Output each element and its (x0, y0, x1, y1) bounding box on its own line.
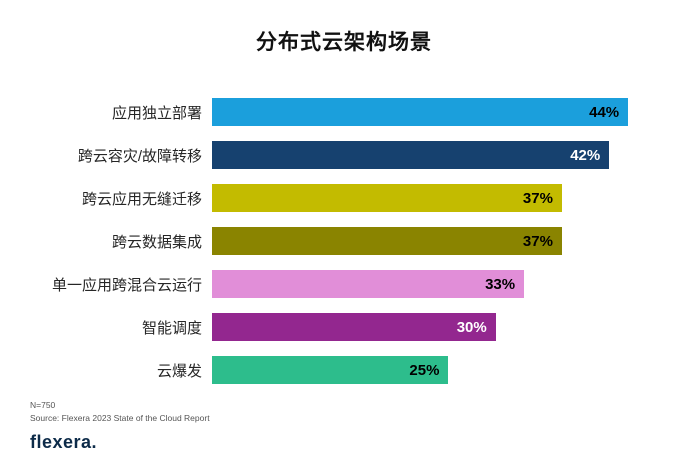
category-label: 跨云应用无缝迁移 (81, 190, 202, 208)
category-label: 单一应用跨混合云运行 (51, 276, 202, 294)
category-label: 跨云容灾/故障转移 (77, 147, 202, 165)
category-label: 跨云数据集成 (111, 233, 202, 251)
bar: 42% (212, 141, 610, 169)
chart-title: 分布式云架构场景 (256, 31, 432, 54)
bar-track: 25% (212, 356, 666, 384)
category-label: 云爆发 (156, 362, 202, 380)
category-label: 应用独立部署 (111, 104, 202, 122)
flexera-logo: flexera. (30, 432, 98, 452)
bar-value-label: 25% (409, 361, 440, 379)
source-note: Source: Flexera 2023 State of the Cloud … (30, 412, 210, 423)
bar-row: 单一应用跨混合云运行 33% (26, 270, 666, 298)
bar-row: 跨云应用无缝迁移 37% (26, 184, 666, 212)
bar: 37% (212, 184, 562, 212)
bar-row: 跨云容灾/故障转移 42% (26, 141, 666, 169)
bar: 30% (212, 313, 496, 341)
bar-value-label: 44% (589, 103, 620, 121)
bar-track: 42% (212, 141, 666, 169)
bar: 33% (212, 270, 525, 298)
bar-row: 应用独立部署 44% (26, 98, 666, 126)
bar-row: 跨云数据集成 37% (26, 227, 666, 255)
bar-value-label: 33% (485, 275, 516, 293)
bar-row: 云爆发 25% (26, 356, 666, 384)
bar-track: 44% (212, 98, 666, 126)
bar-track: 30% (212, 313, 666, 341)
bar-value-label: 37% (522, 232, 553, 250)
bar-value-label: 42% (570, 146, 601, 164)
bar-track: 33% (212, 270, 666, 298)
bar-chart: 应用独立部署 44% 跨云容灾/故障转移 42% 跨云应用无缝迁移 37% 跨云数据集成 37… (26, 98, 666, 384)
bar-value-label: 37% (522, 189, 553, 207)
bar-track: 37% (212, 227, 666, 255)
category-label: 智能调度 (141, 319, 202, 337)
bar: 44% (212, 98, 629, 126)
bar-track: 37% (212, 184, 666, 212)
chart-footer: N=750 Source: Flexera 2023 State of the … (30, 399, 210, 453)
sample-size-note: N=750 (30, 400, 56, 411)
bar-row: 智能调度 30% (26, 313, 666, 341)
bar-value-label: 30% (456, 318, 487, 336)
bar: 37% (212, 227, 562, 255)
bar: 25% (212, 356, 449, 384)
